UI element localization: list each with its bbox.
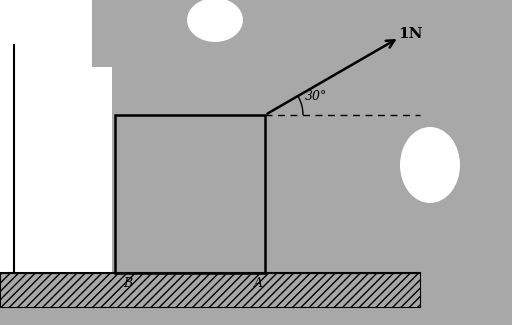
Text: 1N: 1N	[398, 27, 422, 41]
Bar	[0, 0, 92, 67]
Bar	[0, 273, 420, 307]
Ellipse shape	[187, 0, 243, 42]
Text: A: A	[253, 277, 263, 290]
Bar	[0, 67, 112, 273]
Bar	[115, 115, 265, 273]
Text: 30°: 30°	[305, 90, 327, 103]
Text: B: B	[123, 277, 133, 290]
Ellipse shape	[400, 127, 460, 203]
Bar	[0, 273, 420, 307]
